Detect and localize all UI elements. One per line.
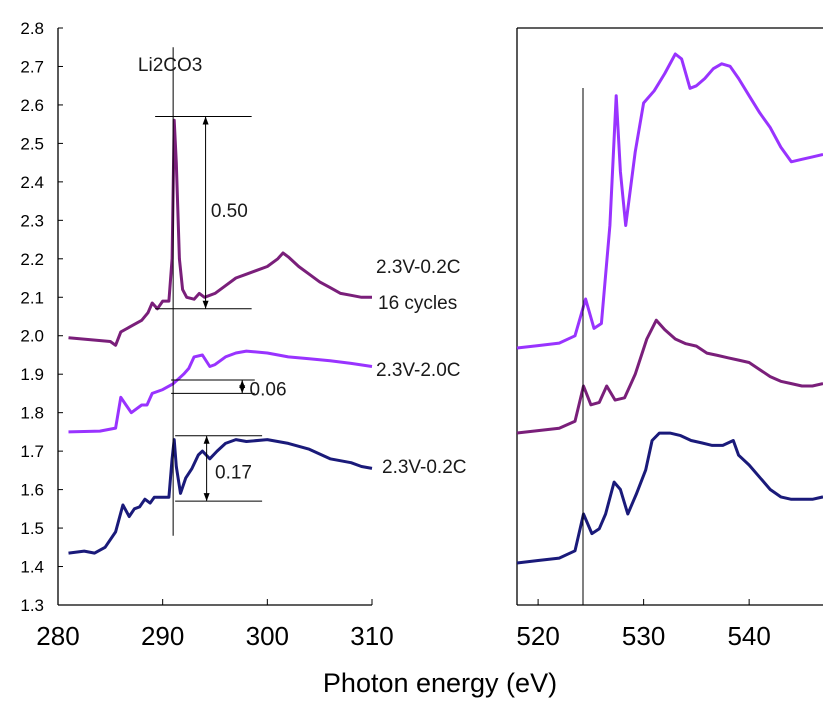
left-x-ticks: 280 290 300 310 xyxy=(36,599,394,651)
right-series-line-1 xyxy=(516,52,823,350)
x-axis-label: Photon energy (eV) xyxy=(323,668,557,698)
right-panel: 520 530 540 xyxy=(516,27,823,651)
right-x-ticks: 520 530 540 xyxy=(516,599,771,651)
bracket-006-value: 0.06 xyxy=(250,380,287,401)
right-x-tick-label: 540 xyxy=(727,621,770,651)
series-line-3 xyxy=(68,438,373,555)
right-series-line-2 xyxy=(516,318,823,435)
li2co3-label: Li2CO3 xyxy=(138,55,202,76)
y-tick-label: 2.3 xyxy=(20,211,44,230)
bracket-006-arrowhead-down xyxy=(239,385,246,394)
y-tick-label: 2.8 xyxy=(20,19,44,38)
y-tick-label: 2.0 xyxy=(20,327,44,346)
right-series-line-3 xyxy=(516,431,823,565)
series-label-2: 2.3V-2.0C xyxy=(376,360,461,381)
bracket-017-value: 0.17 xyxy=(215,462,252,483)
x-tick-label: 280 xyxy=(36,621,79,651)
y-tick-label: 1.8 xyxy=(20,404,44,423)
left-annotations: Li2CO3 0.50 0.06 0.17 xyxy=(138,47,287,536)
series-label-1-line2: 16 cycles xyxy=(378,293,457,314)
y-tick-label: 2.4 xyxy=(20,173,44,192)
y-tick-label: 1.6 xyxy=(20,481,44,500)
y-tick-label: 1.4 xyxy=(20,558,44,577)
y-tick-label: 2.2 xyxy=(20,250,44,269)
y-tick-label: 1.5 xyxy=(20,519,44,538)
y-tick-label: 2.6 xyxy=(20,96,44,115)
x-tick-label: 310 xyxy=(350,621,393,651)
left-panel: 1.3 1.4 1.5 1.6 1.7 1.8 1.9 2.0 2.1 2.2 2.3 2.4 2.5 2… xyxy=(20,19,393,651)
bracket-050-value: 0.50 xyxy=(211,201,248,222)
left-series-group xyxy=(68,118,373,555)
right-series-group xyxy=(516,52,823,565)
series-label-3: 2.3V-0.2C xyxy=(382,457,467,478)
series-label-1-line1: 2.3V-0.2C xyxy=(376,257,461,278)
right-x-tick-label: 520 xyxy=(516,621,559,651)
y-tick-label: 2.7 xyxy=(20,57,44,76)
y-tick-label: 2.5 xyxy=(20,134,44,153)
series-line-1 xyxy=(68,118,372,347)
bracket-017-arrowhead-up xyxy=(203,435,210,444)
y-tick-label: 1.9 xyxy=(20,365,44,384)
bracket-017-arrowhead-down xyxy=(203,493,210,502)
y-tick-label: 1.3 xyxy=(20,596,44,615)
bracket-050-arrowhead-down xyxy=(202,300,209,309)
y-tick-label: 2.1 xyxy=(20,288,44,307)
left-y-ticks: 1.3 1.4 1.5 1.6 1.7 1.8 1.9 2.0 2.1 2.2 2.3 2.4 2.5 2… xyxy=(20,19,63,615)
x-tick-label: 300 xyxy=(246,621,289,651)
series-line-2 xyxy=(68,349,373,434)
y-tick-label: 1.7 xyxy=(20,442,44,461)
bracket-050-arrowhead-up xyxy=(202,116,209,125)
right-x-tick-label: 530 xyxy=(622,621,665,651)
x-tick-label: 290 xyxy=(141,621,184,651)
